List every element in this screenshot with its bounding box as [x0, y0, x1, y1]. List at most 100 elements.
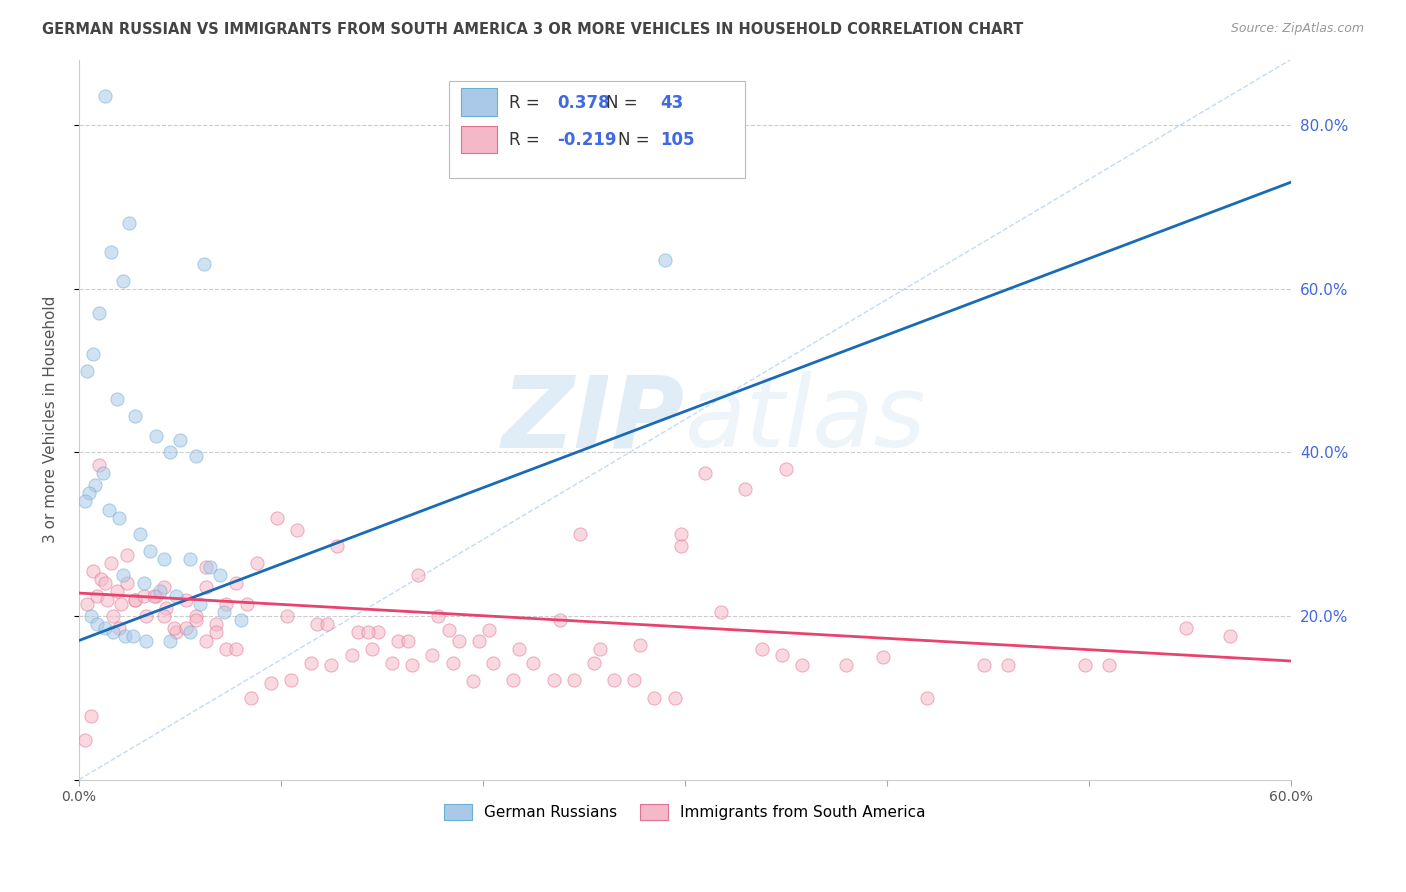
Point	[1098, 658, 1121, 673]
Point	[110, 597, 132, 611]
Point	[790, 658, 813, 673]
Point	[205, 625, 228, 640]
Point	[582, 657, 605, 671]
Point	[174, 621, 197, 635]
Text: N =: N =	[606, 94, 643, 112]
Point	[135, 633, 157, 648]
Point	[94, 576, 117, 591]
Point	[112, 568, 135, 582]
Point	[184, 613, 207, 627]
Point	[76, 597, 98, 611]
Point	[86, 617, 108, 632]
Point	[401, 658, 423, 673]
Point	[628, 638, 651, 652]
Point	[280, 673, 302, 687]
Point	[82, 564, 104, 578]
Point	[152, 551, 174, 566]
Point	[80, 609, 103, 624]
Point	[145, 429, 167, 443]
Point	[152, 609, 174, 624]
Point	[229, 613, 252, 627]
Point	[654, 253, 676, 268]
Point	[246, 556, 269, 570]
Point	[522, 657, 544, 671]
Point	[149, 584, 172, 599]
Point	[174, 592, 197, 607]
Point	[381, 657, 404, 671]
Point	[96, 592, 118, 607]
Point	[276, 609, 298, 624]
FancyBboxPatch shape	[461, 88, 496, 116]
Point	[235, 597, 257, 611]
Point	[205, 617, 228, 632]
Point	[128, 527, 150, 541]
Point	[589, 641, 612, 656]
Point	[406, 568, 429, 582]
Point	[307, 617, 329, 632]
Point	[835, 658, 858, 673]
FancyBboxPatch shape	[461, 126, 496, 153]
Point	[84, 478, 107, 492]
Point	[142, 589, 165, 603]
Point	[105, 392, 128, 406]
Point	[1073, 658, 1095, 673]
Point	[316, 617, 339, 632]
Point	[669, 527, 692, 541]
Point	[1219, 629, 1241, 643]
Point	[200, 560, 222, 574]
Point	[326, 540, 349, 554]
Point	[441, 657, 464, 671]
Point	[108, 510, 131, 524]
Point	[89, 458, 111, 472]
Point	[461, 674, 484, 689]
Point	[117, 548, 139, 562]
Point	[437, 623, 460, 637]
Point	[184, 609, 207, 624]
Point	[664, 690, 686, 705]
Point	[693, 466, 716, 480]
Point	[299, 657, 322, 671]
Point	[124, 592, 146, 607]
Point	[669, 540, 692, 554]
Point	[117, 576, 139, 591]
Point	[215, 597, 238, 611]
Point	[710, 605, 733, 619]
Point	[195, 580, 218, 594]
Point	[623, 673, 645, 687]
Point	[396, 633, 419, 648]
Point	[239, 690, 262, 705]
Point	[568, 527, 591, 541]
Point	[105, 584, 128, 599]
Text: -0.219: -0.219	[558, 131, 617, 149]
Point	[124, 409, 146, 423]
Point	[468, 633, 491, 648]
Point	[86, 589, 108, 603]
Point	[155, 600, 177, 615]
Text: R =: R =	[509, 94, 546, 112]
Text: Source: ZipAtlas.com: Source: ZipAtlas.com	[1230, 22, 1364, 36]
Point	[346, 625, 368, 640]
Point	[1174, 621, 1197, 635]
Y-axis label: 3 or more Vehicles in Household: 3 or more Vehicles in Household	[44, 296, 58, 543]
Point	[643, 690, 665, 705]
Point	[193, 257, 215, 271]
Point	[734, 482, 756, 496]
Legend: German Russians, Immigrants from South America: German Russians, Immigrants from South A…	[439, 797, 931, 826]
Point	[179, 625, 201, 640]
Point	[915, 690, 938, 705]
Point	[225, 641, 247, 656]
Point	[502, 673, 524, 687]
Point	[103, 625, 125, 640]
Point	[152, 580, 174, 594]
Point	[872, 649, 894, 664]
Text: atlas: atlas	[685, 371, 927, 468]
Text: 105: 105	[661, 131, 695, 149]
Point	[775, 461, 797, 475]
Point	[91, 466, 114, 480]
Point	[124, 592, 146, 607]
Text: ZIP: ZIP	[502, 371, 685, 468]
Point	[422, 648, 444, 663]
Point	[179, 551, 201, 566]
Point	[508, 641, 530, 656]
Point	[163, 621, 186, 635]
